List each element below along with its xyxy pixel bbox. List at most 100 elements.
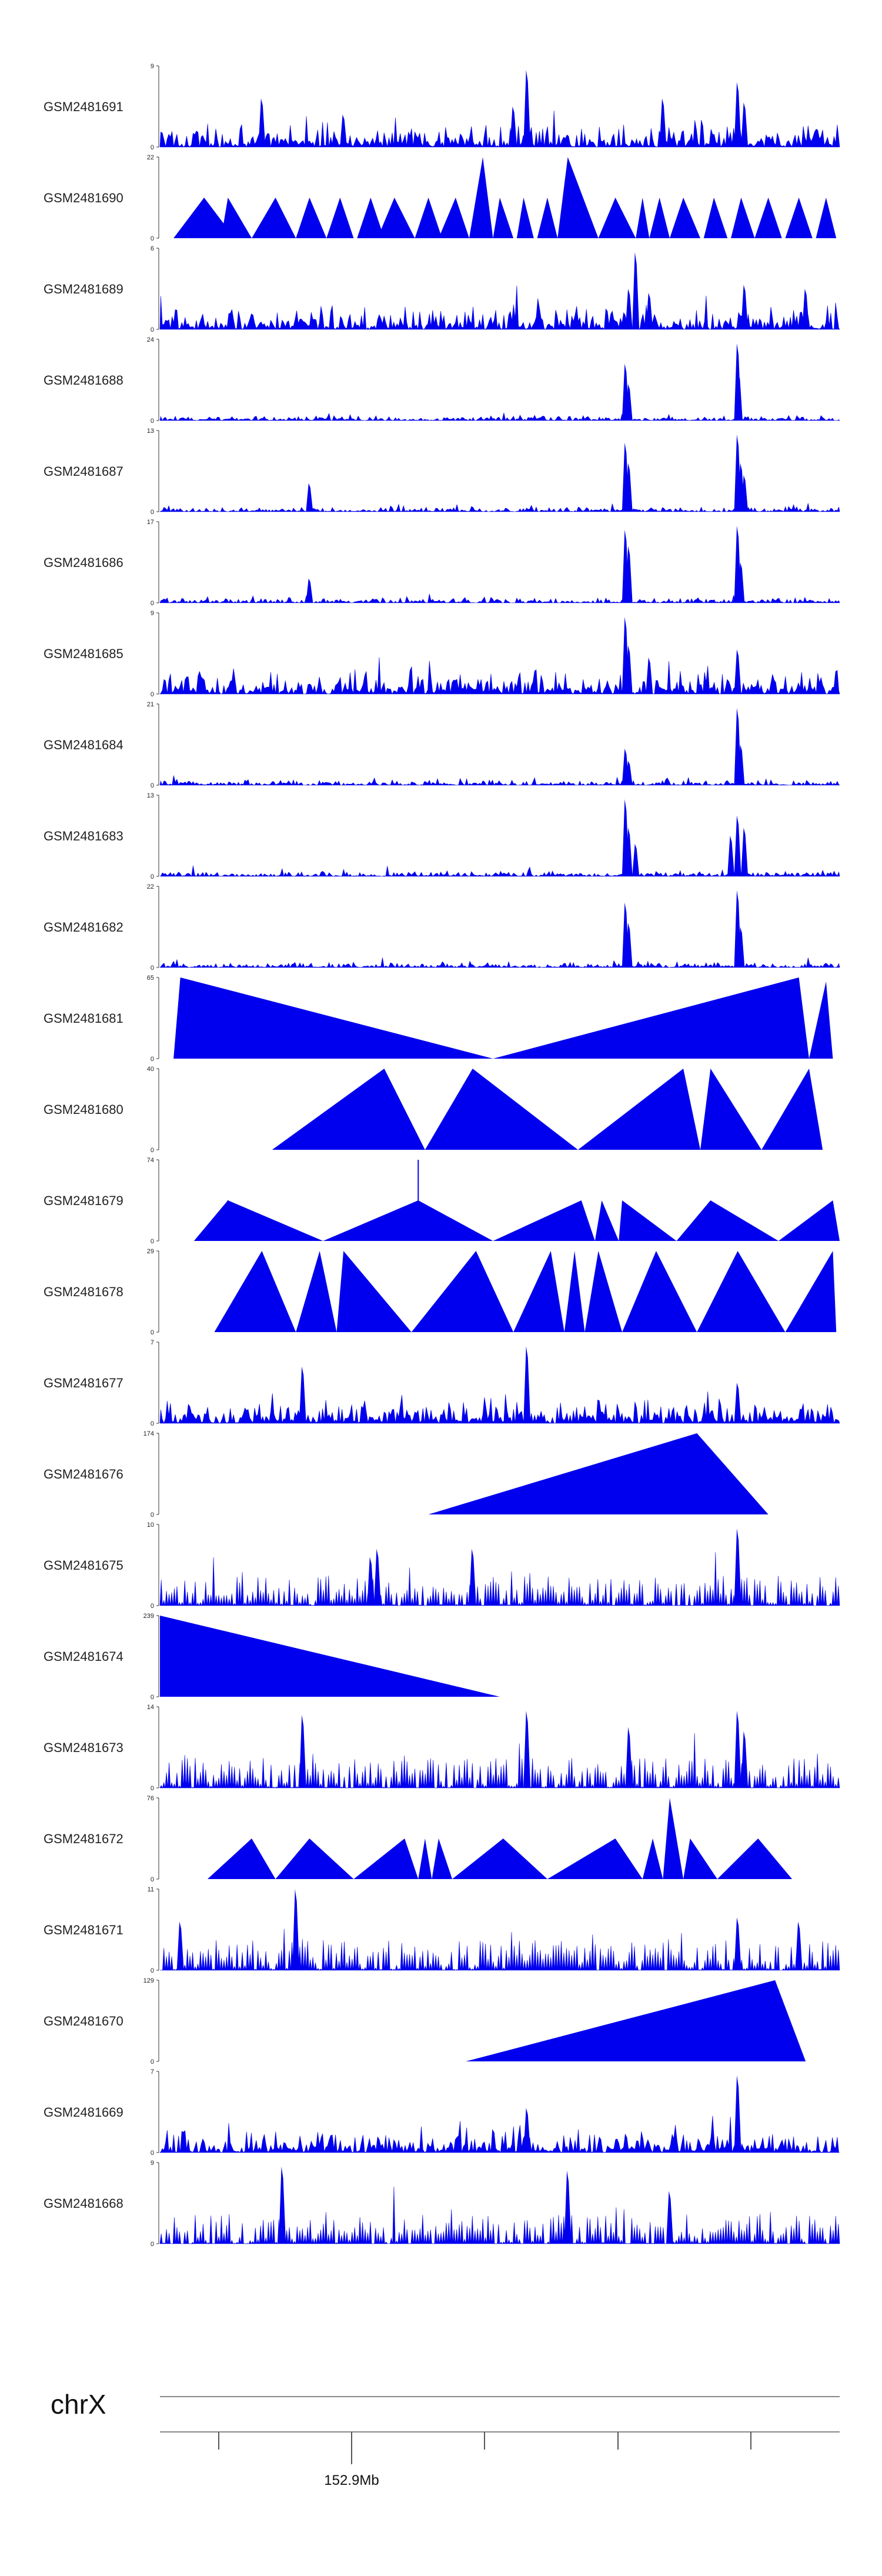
y-axis-min-label: 0 — [151, 1694, 154, 1701]
y-axis-max-label: 9 — [151, 2160, 154, 2167]
track-label: GSM2481672 — [44, 1831, 123, 1846]
signal-peak — [452, 1838, 547, 1879]
track-GSM2481678: GSM2481678 29 0 — [44, 1248, 837, 1336]
track-label: GSM2481668 — [44, 2196, 123, 2211]
signal-peak — [564, 2170, 572, 2244]
track-GSM2481677: GSM2481677 7 0 — [44, 1339, 840, 1427]
signal-peak — [676, 1200, 779, 1241]
signal-peak — [411, 1251, 514, 1332]
signal-peak — [594, 1200, 619, 1241]
signal-peak — [160, 1616, 500, 1697]
signal-peak — [299, 1366, 306, 1423]
signal-peak — [734, 649, 741, 694]
signal-peak — [703, 198, 728, 238]
track-GSM2481679: GSM2481679 74 0 — [44, 1157, 840, 1245]
chromosome-ideogram: chrX 152.9Mb — [51, 2389, 840, 2488]
y-axis-min-label: 0 — [151, 1785, 154, 1792]
y-axis-max-label: 76 — [147, 1795, 154, 1802]
signal-peak — [795, 1921, 803, 1970]
track-label: GSM2481673 — [44, 1740, 123, 1755]
track-GSM2481674: GSM2481674 239 0 — [44, 1613, 500, 1701]
signal-peak — [737, 745, 745, 785]
signal-peak — [761, 1069, 823, 1150]
signal-peak — [258, 98, 266, 147]
signal-peak — [741, 102, 749, 147]
signal-peak — [523, 1346, 531, 1423]
y-axis-max-label: 17 — [147, 519, 154, 526]
track-GSM2481684: GSM2481684 21 0 — [44, 701, 840, 789]
track-GSM2481672: GSM2481672 76 0 — [44, 1795, 793, 1883]
signal-peak — [292, 1889, 300, 1970]
y-axis-min-label: 0 — [151, 2150, 154, 2157]
signal-peak — [734, 82, 741, 147]
y-axis-min-label: 0 — [151, 1876, 154, 1883]
track-label: GSM2481688 — [44, 373, 123, 388]
track-label: GSM2481671 — [44, 1923, 123, 1937]
signal-peak — [625, 546, 633, 603]
y-axis-min-label: 0 — [151, 1511, 154, 1519]
y-axis-min-label: 0 — [151, 2241, 154, 2248]
signal-peak — [734, 1383, 741, 1423]
track-GSM2481668: GSM2481668 9 0 — [44, 2160, 840, 2248]
signal-peak — [625, 645, 633, 694]
signal-peak — [734, 1917, 741, 1970]
signal-area — [159, 2187, 840, 2245]
signal-peak — [663, 1798, 684, 1879]
signal-area — [159, 657, 840, 695]
signal-peak — [564, 1251, 585, 1332]
signal-peak — [296, 198, 327, 238]
signal-peak — [619, 1200, 677, 1241]
y-axis-max-label: 13 — [147, 792, 154, 799]
signal-area — [159, 1928, 840, 1971]
y-axis-max-label: 9 — [151, 63, 154, 70]
y-axis-min-label: 0 — [151, 2058, 154, 2066]
track-GSM2481689: GSM2481689 6 0 — [44, 245, 840, 333]
track-GSM2481675: GSM2481675 10 0 — [44, 1521, 840, 1610]
signal-peak — [367, 1557, 375, 1606]
signal-peak — [659, 98, 667, 147]
signal-peak — [275, 1838, 354, 1879]
track-label: GSM2481676 — [44, 1467, 123, 1481]
signal-peak — [296, 1251, 337, 1332]
signal-peak — [808, 981, 833, 1059]
y-axis-max-label: 174 — [143, 1430, 154, 1437]
signal-peak — [754, 198, 782, 238]
y-axis-max-label: 22 — [147, 883, 154, 890]
signal-peak — [176, 1921, 184, 1970]
track-label: GSM2481690 — [44, 191, 123, 205]
signal-peak — [323, 1200, 493, 1241]
y-axis-max-label: 10 — [147, 1521, 154, 1529]
signal-peak — [734, 1710, 741, 1788]
track-GSM2481676: GSM2481676 174 0 — [44, 1430, 769, 1519]
track-label: GSM2481680 — [44, 1102, 123, 1117]
signal-peak — [625, 923, 633, 967]
signal-peak — [523, 2108, 531, 2153]
signal-peak — [577, 1069, 701, 1150]
signal-peak — [207, 1838, 276, 1879]
track-label: GSM2481686 — [44, 555, 123, 570]
track-label: GSM2481674 — [44, 1649, 123, 1664]
y-axis-min-label: 0 — [151, 509, 154, 516]
signal-area — [159, 1391, 840, 1424]
signal-peak — [741, 285, 749, 329]
signal-area — [159, 2115, 840, 2153]
signal-peak — [469, 1549, 476, 1606]
y-axis-max-label: 13 — [147, 428, 154, 435]
signal-peak — [173, 198, 235, 238]
y-axis-min-label: 0 — [151, 1603, 154, 1610]
signal-area — [159, 957, 840, 968]
signal-area — [159, 111, 840, 148]
y-axis-max-label: 6 — [151, 245, 154, 252]
signal-peak — [357, 198, 385, 238]
y-axis-max-label: 29 — [147, 1248, 154, 1255]
signal-peak — [683, 1838, 717, 1879]
track-GSM2481682: GSM2481682 22 0 — [44, 883, 840, 972]
signal-peak — [221, 198, 252, 238]
signal-peak — [727, 836, 735, 876]
y-axis-min-label: 0 — [151, 1238, 154, 1245]
track-GSM2481685: GSM2481685 9 0 — [44, 610, 840, 698]
signal-peak — [537, 198, 558, 238]
signal-peak — [625, 463, 633, 512]
signal-peak — [632, 252, 640, 329]
